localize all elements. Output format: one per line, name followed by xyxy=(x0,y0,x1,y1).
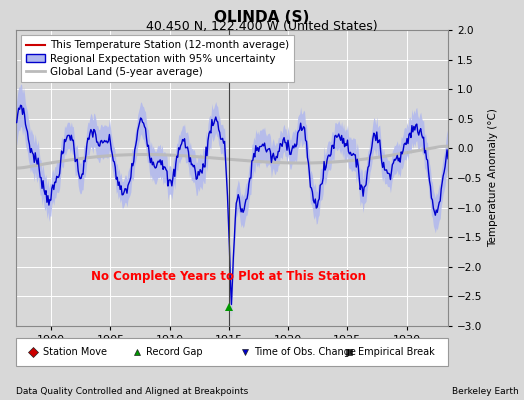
Text: Station Move: Station Move xyxy=(42,347,106,357)
Text: Record Gap: Record Gap xyxy=(146,347,203,357)
Text: Data Quality Controlled and Aligned at Breakpoints: Data Quality Controlled and Aligned at B… xyxy=(16,387,248,396)
Text: Time of Obs. Change: Time of Obs. Change xyxy=(254,347,356,357)
Text: Berkeley Earth: Berkeley Earth xyxy=(452,387,519,396)
Text: Empirical Break: Empirical Break xyxy=(358,347,435,357)
Text: No Complete Years to Plot at This Station: No Complete Years to Plot at This Statio… xyxy=(91,270,366,283)
Text: 40.450 N, 122.400 W (United States): 40.450 N, 122.400 W (United States) xyxy=(146,20,378,33)
Y-axis label: Temperature Anomaly (°C): Temperature Anomaly (°C) xyxy=(488,108,498,248)
Text: OLINDA (S): OLINDA (S) xyxy=(214,10,310,25)
Legend: This Temperature Station (12-month average), Regional Expectation with 95% uncer: This Temperature Station (12-month avera… xyxy=(21,35,294,82)
